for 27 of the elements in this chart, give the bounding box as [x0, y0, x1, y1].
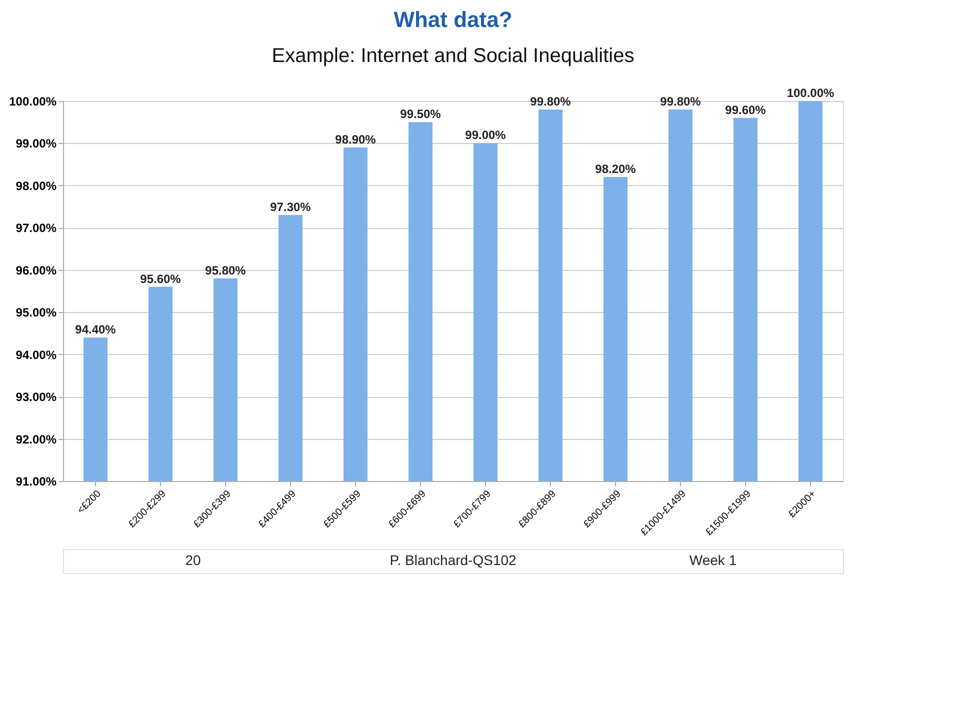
y-tick-label: 95.00%: [16, 306, 57, 320]
y-tick-label: 96.00%: [16, 263, 57, 278]
y-tick-label: 99.00%: [16, 136, 57, 151]
text: Week 1: [689, 552, 737, 568]
y-tick-label: 91.00%: [16, 474, 57, 488]
data-label: 99.00%: [465, 128, 506, 142]
data-label: 97.30%: [270, 200, 312, 214]
data-label: 100.00%: [786, 86, 835, 100]
text: 20: [185, 552, 201, 568]
data-label: 98.20%: [595, 162, 636, 176]
data-label: 98.90%: [335, 132, 376, 146]
y-tick-label: 98.00%: [16, 178, 57, 193]
data-label: 99.80%: [530, 94, 572, 108]
y-tick-label: 93.00%: [16, 390, 57, 404]
data-label: 95.80%: [205, 263, 246, 278]
data-label: 99.50%: [400, 107, 442, 122]
y-tick-label: 97.00%: [16, 221, 57, 236]
data-label: 95.60%: [140, 272, 182, 286]
y-tick-label: 92.00%: [16, 432, 57, 446]
data-label: 94.40%: [75, 322, 116, 336]
chart-subtitle: Example: Internet and Social Inequalities: [272, 45, 634, 67]
data-label: 99.80%: [660, 94, 702, 108]
chart-title: What data?: [394, 7, 512, 32]
y-tick-label: 100.00%: [9, 94, 57, 108]
data-label: 99.60%: [725, 102, 766, 117]
text: P. Blanchard-QS102: [390, 552, 517, 568]
y-tick-label: 94.00%: [16, 348, 57, 362]
